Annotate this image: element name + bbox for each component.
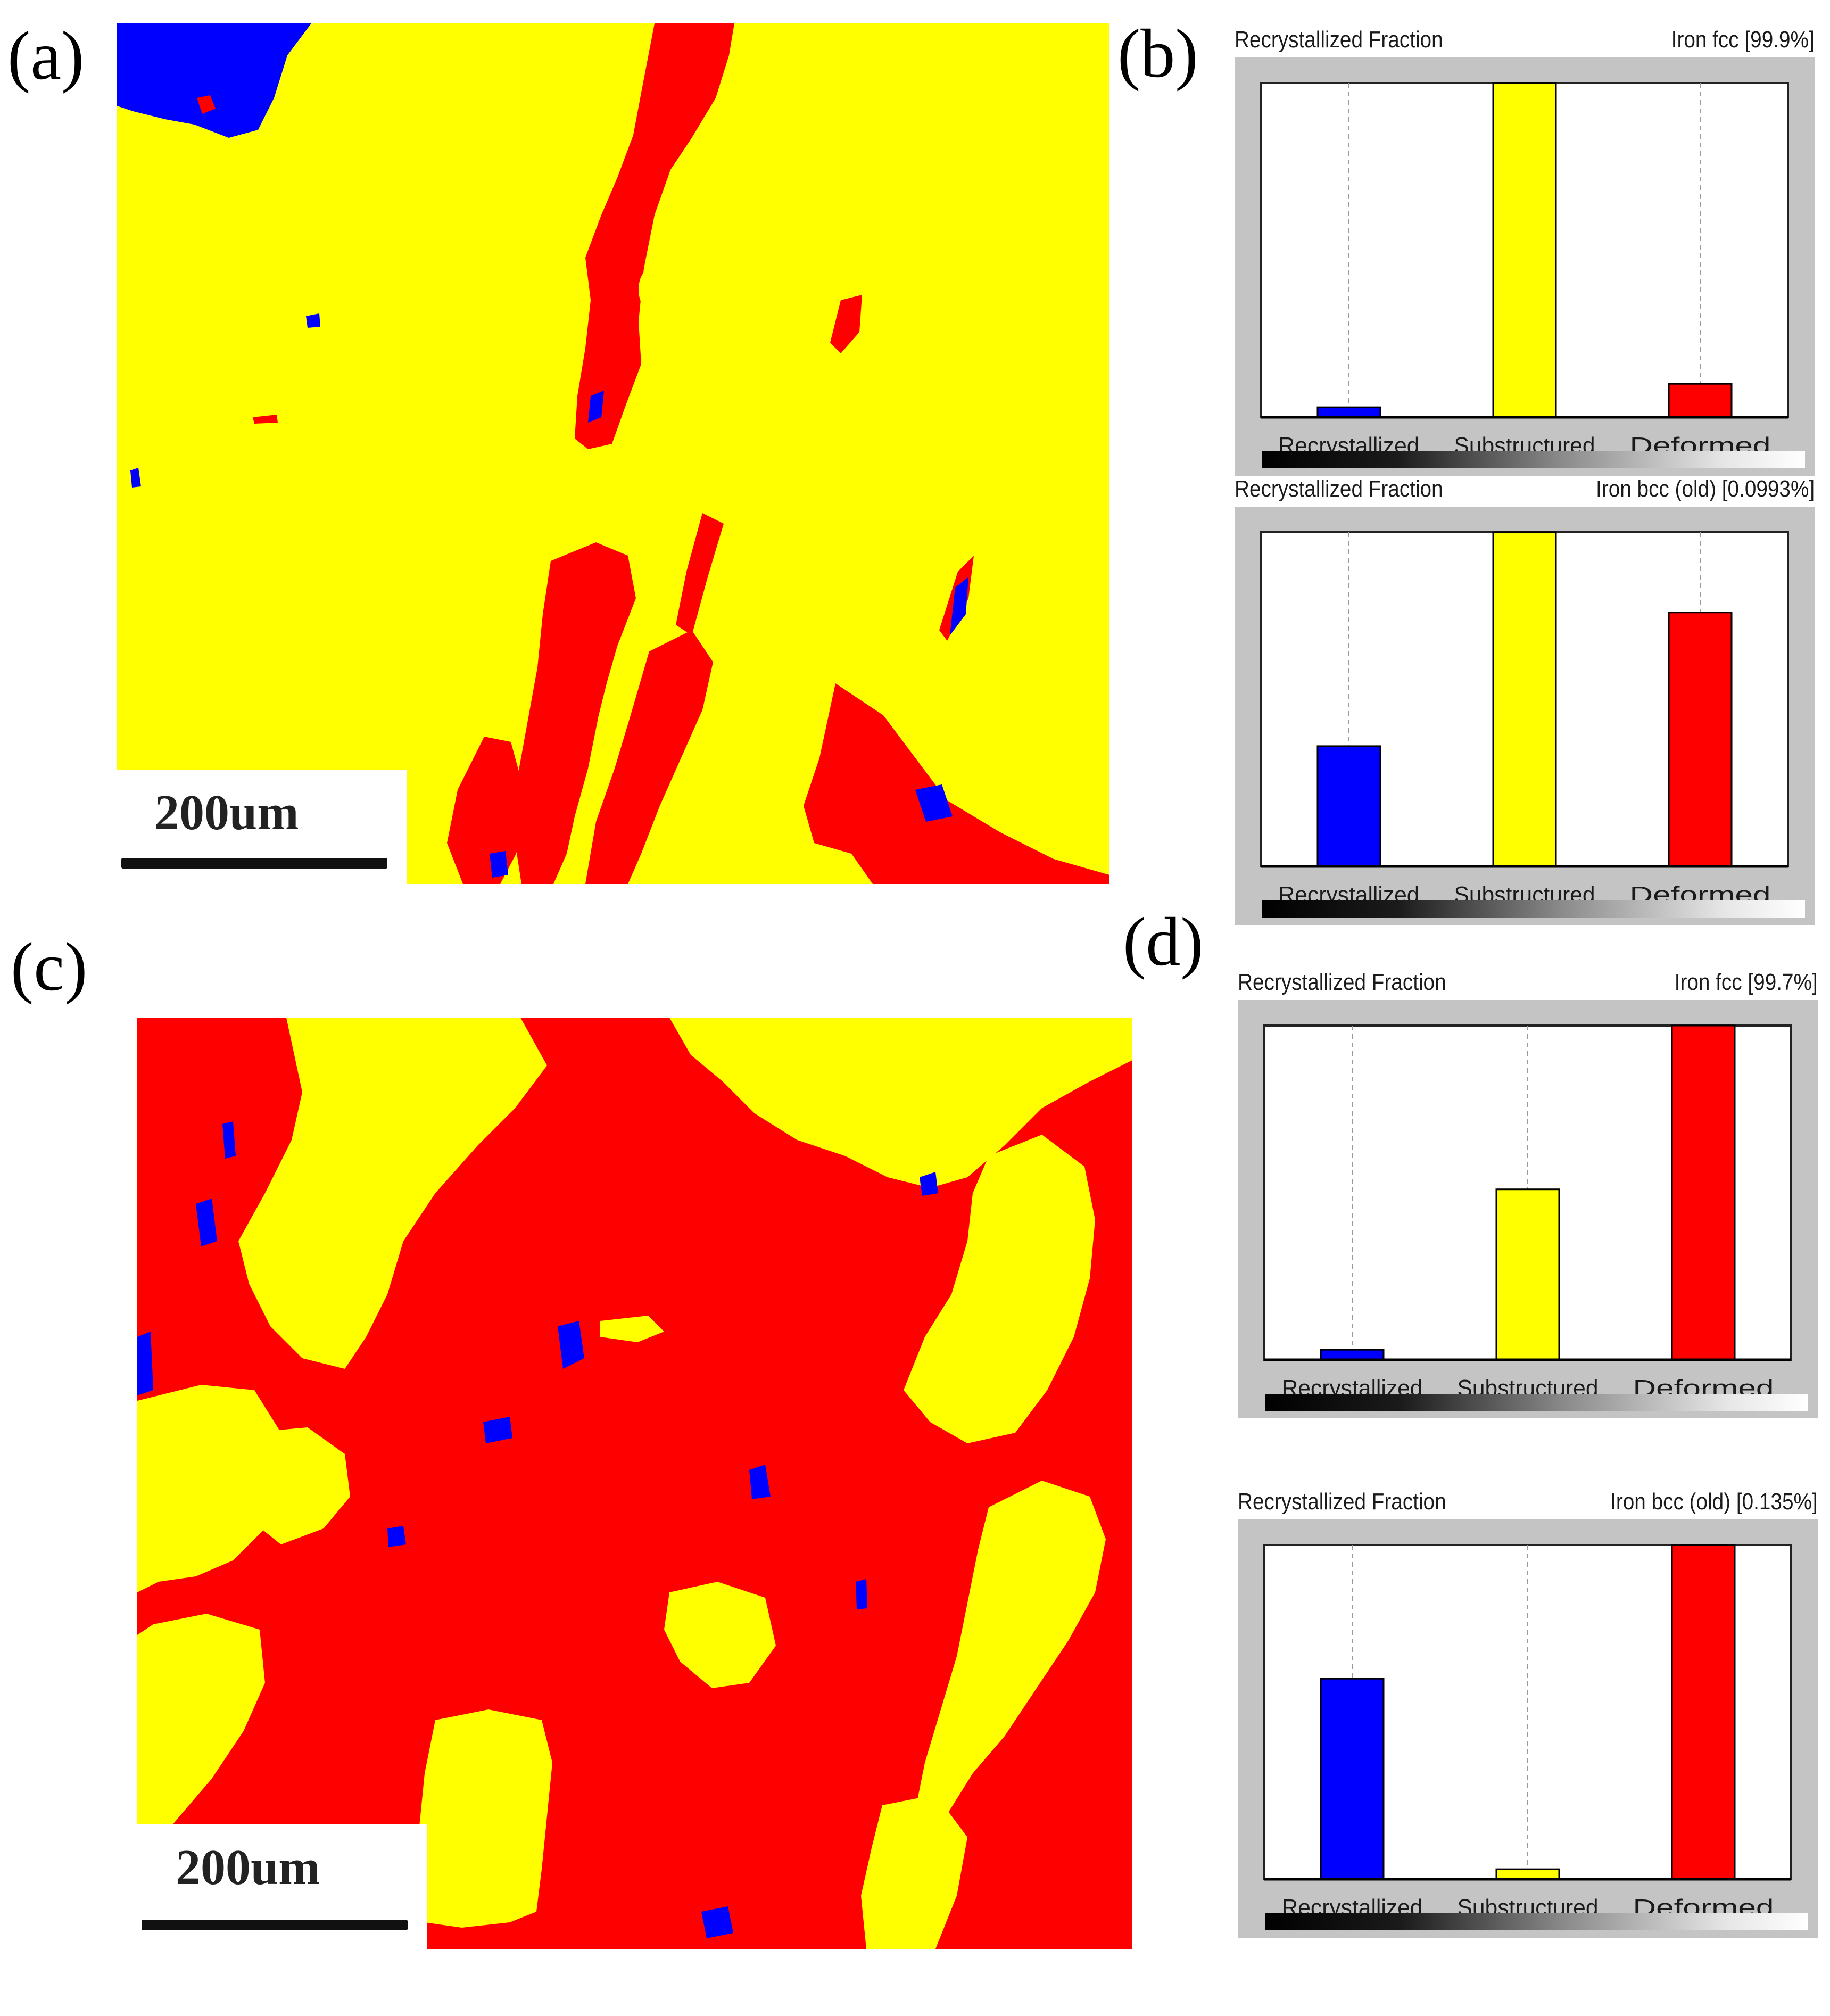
map-c-recrystallized-3: [701, 1906, 733, 1938]
chart-d-lower-svg: Recrystallized Substructured Deformed: [1263, 1544, 1792, 1921]
chart-b-lower-svg: Recrystallized Substructured Deformed: [1260, 531, 1789, 908]
bar-substructured: [1492, 531, 1557, 867]
scale-bar-label-a: 200um: [154, 785, 299, 840]
map-c-substructured-bottom-right: [861, 1795, 967, 1949]
map-a-deformed-band-central: [575, 23, 734, 449]
chart-b-upper: Recrystallized Fraction Iron fcc [99.9%]…: [1235, 24, 1815, 477]
scale-bar-a: [121, 858, 387, 869]
map-c-substructured-bottom-center: [414, 1709, 552, 1928]
map-a-deformed-lower-mid: [585, 630, 713, 884]
map-a-deformed-splinter: [830, 295, 862, 353]
chart-title: Recrystallized Fraction: [1235, 27, 1443, 53]
chart-phase-label: Iron bcc (old) [0.135%]: [1610, 1489, 1818, 1515]
scale-bar-c: [142, 1920, 408, 1930]
bar-substructured: [1495, 1188, 1560, 1361]
map-c-substructured-island: [600, 1316, 664, 1342]
map-c-recrystallized-7: [749, 1465, 771, 1499]
map-a-recrystallized-sliver: [950, 577, 968, 635]
map-c-recrystallized-6: [483, 1417, 512, 1443]
panel-label-c: (c): [11, 929, 88, 1005]
map-c-substructured-bottom-left: [137, 1614, 265, 1858]
map-c-recrystallized-4: [222, 1121, 236, 1159]
map-c-recrystallized-1: [137, 1332, 153, 1395]
chart-phase-label: Iron fcc [99.7%]: [1674, 969, 1818, 995]
map-a-deformed-streak: [676, 513, 724, 635]
map-a-recrystallized-bit: [588, 391, 604, 423]
ebsd-map-a: [117, 23, 1109, 884]
map-c-substructured-grain-1: [238, 1018, 547, 1369]
chart-phase-label: Iron fcc [99.9%]: [1671, 27, 1815, 53]
gradient-strip: [1265, 1913, 1808, 1930]
scale-bar-label-c: 200um: [176, 1840, 320, 1895]
gradient-strip: [1265, 1394, 1808, 1411]
map-a-deformed-lower-left: [514, 542, 636, 884]
bar-recrystallized: [1316, 745, 1381, 867]
bar-deformed: [1671, 1544, 1736, 1880]
chart-d-lower: Recrystallized Fraction Iron bcc (old) […: [1238, 1486, 1818, 1939]
map-c-recrystallized-8: [387, 1526, 406, 1547]
map-a-recrystallized-spot: [915, 784, 953, 822]
map-c-substructured-lower-left: [137, 1385, 281, 1592]
map-a-recrystallized-fleck: [130, 468, 141, 488]
gradient-strip: [1262, 451, 1805, 468]
map-c-substructured-bottom-mid: [664, 1582, 776, 1688]
chart-title: Recrystallized Fraction: [1238, 1489, 1446, 1515]
chart-b-upper-svg: Recrystallized Substructured Deformed: [1260, 82, 1789, 459]
map-c-recrystallized-10: [920, 1172, 938, 1196]
chart-b-lower: Recrystallized Fraction Iron bcc (old) […: [1235, 474, 1815, 926]
gradient-strip: [1262, 900, 1805, 918]
map-a-deformed-lower-right: [804, 683, 1109, 884]
map-c-substructured-top-left: [137, 1018, 281, 1300]
map-a-deformed-speck: [253, 415, 278, 424]
map-a-deformed-grain: [197, 95, 216, 114]
map-c-recrystallized-9: [856, 1579, 867, 1609]
panel-label-d: (d): [1123, 904, 1204, 980]
panel-label-b: (b): [1117, 15, 1198, 92]
ebsd-map-c: [137, 1018, 1132, 1949]
map-c-substructured-right-lower: [914, 1481, 1106, 1853]
bar-deformed: [1668, 383, 1733, 418]
chart-d-upper-svg: Recrystallized Substructured Deformed: [1263, 1024, 1792, 1401]
chart-d-upper: Recrystallized Fraction Iron fcc [99.7%]…: [1238, 967, 1818, 1419]
map-a-recrystallized-dot: [490, 851, 508, 878]
map-c-recrystallized-5: [196, 1199, 217, 1246]
map-c-substructured-left-grain: [244, 1427, 350, 1544]
bar-substructured: [1495, 1868, 1560, 1880]
map-c-substructured-right: [904, 1135, 1095, 1443]
bar-deformed: [1671, 1024, 1736, 1361]
map-a-yellow-island: [639, 268, 664, 311]
map-a-deformed-bottom-left: [447, 737, 527, 884]
map-a-background: [117, 23, 1109, 884]
bar-recrystallized: [1320, 1678, 1385, 1880]
bar-substructured: [1492, 82, 1557, 418]
map-a-recrystallized-corner: [117, 23, 311, 138]
chart-title: Recrystallized Fraction: [1235, 476, 1443, 502]
chart-title: Recrystallized Fraction: [1238, 969, 1446, 995]
bar-recrystallized: [1320, 1349, 1385, 1361]
bar-recrystallized: [1316, 406, 1381, 418]
map-c-recrystallized-2: [558, 1321, 584, 1369]
chart-phase-label: Iron bcc (old) [0.0993%]: [1595, 476, 1815, 502]
map-a-recrystallized-speck: [306, 313, 320, 328]
panel-label-a: (a): [7, 18, 85, 94]
bar-deformed: [1668, 612, 1733, 867]
map-c-substructured-top-right: [669, 1018, 1132, 1188]
